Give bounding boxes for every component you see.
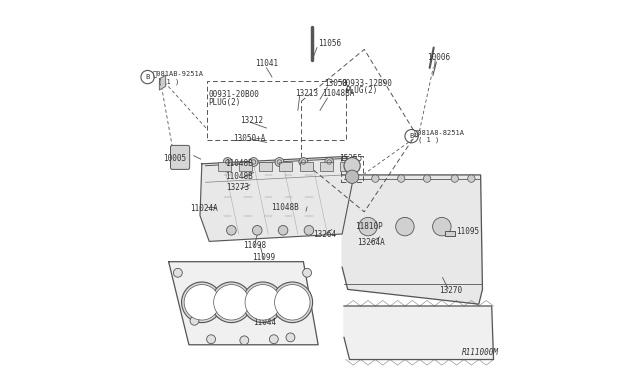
Bar xyxy=(320,162,333,171)
Circle shape xyxy=(433,217,451,236)
Circle shape xyxy=(396,217,414,236)
Text: 13270: 13270 xyxy=(439,286,462,295)
Text: 11048B: 11048B xyxy=(225,159,253,169)
Circle shape xyxy=(346,170,359,183)
Circle shape xyxy=(211,282,252,323)
Text: 10005: 10005 xyxy=(163,154,186,163)
Text: Ⓑ081AB-9251A: Ⓑ081AB-9251A xyxy=(153,71,204,77)
Text: 10006: 10006 xyxy=(427,53,450,62)
Bar xyxy=(259,162,272,171)
Circle shape xyxy=(245,285,280,320)
Text: 11024A: 11024A xyxy=(190,203,218,213)
Circle shape xyxy=(207,335,216,344)
Circle shape xyxy=(190,316,199,325)
Circle shape xyxy=(286,333,295,342)
Bar xyxy=(300,162,312,171)
Circle shape xyxy=(269,335,278,344)
Circle shape xyxy=(275,158,284,166)
Text: PLUG(2): PLUG(2) xyxy=(345,86,378,95)
Text: 11048BA: 11048BA xyxy=(322,89,354,98)
Text: 15255: 15255 xyxy=(340,154,363,163)
Bar xyxy=(218,162,232,171)
Circle shape xyxy=(227,225,236,235)
Circle shape xyxy=(344,158,360,174)
Text: 11048B: 11048B xyxy=(225,171,253,180)
Bar xyxy=(280,162,292,171)
Text: 13273: 13273 xyxy=(227,183,250,192)
Polygon shape xyxy=(168,262,318,345)
Circle shape xyxy=(299,158,308,166)
Circle shape xyxy=(424,175,431,182)
Circle shape xyxy=(240,336,249,345)
Bar xyxy=(340,162,353,171)
Polygon shape xyxy=(200,157,353,241)
Circle shape xyxy=(182,282,222,323)
Circle shape xyxy=(272,282,312,323)
Circle shape xyxy=(252,225,262,235)
Text: PLUG(2): PLUG(2) xyxy=(209,98,241,107)
Circle shape xyxy=(184,285,220,320)
Circle shape xyxy=(173,268,182,277)
Text: 11056: 11056 xyxy=(318,39,341,48)
Text: ( 1 ): ( 1 ) xyxy=(157,78,179,85)
Text: 11095: 11095 xyxy=(456,227,480,235)
Text: 11044: 11044 xyxy=(253,318,276,327)
Text: 11041: 11041 xyxy=(255,59,278,68)
Text: 13213: 13213 xyxy=(295,89,318,98)
Text: B: B xyxy=(410,133,413,139)
Circle shape xyxy=(275,285,310,320)
Text: 13058: 13058 xyxy=(324,79,348,88)
FancyBboxPatch shape xyxy=(170,145,189,169)
Circle shape xyxy=(214,285,249,320)
Text: 13264: 13264 xyxy=(314,230,337,239)
Circle shape xyxy=(451,175,458,182)
Circle shape xyxy=(223,158,232,166)
Text: B: B xyxy=(145,74,150,80)
Circle shape xyxy=(278,225,288,235)
Text: 13264A: 13264A xyxy=(357,238,385,247)
Text: Ⓑ081A8-8251A: Ⓑ081A8-8251A xyxy=(414,129,465,136)
Circle shape xyxy=(324,158,333,166)
Text: 11098: 11098 xyxy=(243,241,266,250)
Bar xyxy=(445,231,455,236)
Text: 13050+A: 13050+A xyxy=(233,134,266,142)
Circle shape xyxy=(243,282,283,323)
Polygon shape xyxy=(342,175,483,304)
Text: 13212: 13212 xyxy=(240,116,263,125)
Circle shape xyxy=(372,175,379,182)
Circle shape xyxy=(303,268,312,277)
Text: 11048B: 11048B xyxy=(271,202,299,212)
Text: 00933-12B90: 00933-12B90 xyxy=(341,79,392,88)
Circle shape xyxy=(359,217,377,236)
Circle shape xyxy=(397,175,405,182)
Polygon shape xyxy=(344,306,493,359)
Text: 11099: 11099 xyxy=(252,253,275,263)
Circle shape xyxy=(304,225,314,235)
Text: R111000M: R111000M xyxy=(462,347,499,357)
Circle shape xyxy=(349,175,357,182)
Text: 00931-20B00: 00931-20B00 xyxy=(209,90,259,99)
Bar xyxy=(239,162,252,171)
Text: ( 1 ): ( 1 ) xyxy=(418,137,440,143)
Circle shape xyxy=(249,158,258,166)
Polygon shape xyxy=(159,75,166,90)
Circle shape xyxy=(468,175,475,182)
Text: 11810P: 11810P xyxy=(355,222,383,231)
